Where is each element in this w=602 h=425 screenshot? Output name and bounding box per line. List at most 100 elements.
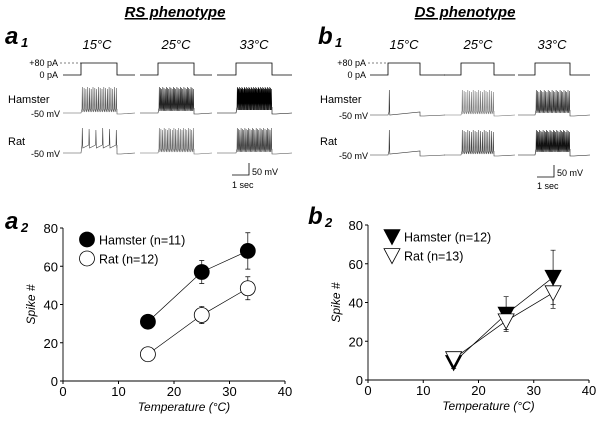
scale-bar: [537, 165, 555, 178]
rs-phenotype-title: RS phenotype: [125, 4, 226, 21]
scale-voltage: 50 mV: [557, 168, 583, 178]
voltage-trace-rat-0: [63, 127, 136, 155]
x-tick-label: 30: [527, 383, 541, 398]
voltage-trace-rat-1: [140, 127, 213, 155]
temp-label-25: 25°C: [160, 37, 191, 52]
x-tick-label: 0: [59, 384, 66, 399]
x-tick-label: 20: [471, 383, 485, 398]
data-point-1: [140, 346, 156, 363]
data-point-0: [239, 243, 256, 259]
row-label-hamster: Hamster: [8, 94, 50, 106]
vm-label-hamster: -50 mV: [339, 111, 368, 121]
panel-label-a2: a: [5, 208, 18, 235]
temp-label-25: 25°C: [462, 37, 493, 52]
x-axis-label: Temperature (°C): [138, 400, 230, 414]
temp-label-15: 15°C: [389, 37, 419, 52]
row-label-hamster: Hamster: [320, 94, 362, 106]
voltage-trace-hamster-2: [217, 86, 293, 115]
data-point-0: [140, 313, 156, 330]
y-tick-label: 80: [44, 221, 58, 236]
current-label-0pa: 0 pA: [347, 70, 366, 80]
row-label-rat: Rat: [320, 136, 337, 148]
vm-label-hamster: -50 mV: [31, 109, 60, 119]
x-tick-label: 40: [278, 384, 292, 399]
traces-b1: [368, 62, 591, 157]
voltage-trace-hamster-1: [140, 86, 213, 115]
y-tick-label: 60: [349, 257, 363, 272]
panel-sublabel-a2: 2: [20, 220, 29, 235]
ds-phenotype-title: DS phenotype: [415, 4, 516, 21]
x-tick-label: 0: [364, 383, 371, 398]
vm-label-rat: -50 mV: [339, 151, 368, 161]
scale-time: 1 sec: [537, 181, 559, 191]
y-tick-label: 60: [44, 259, 58, 274]
scale-time: 1 sec: [232, 180, 254, 190]
current-step-0: [63, 62, 135, 76]
current-step-1: [140, 62, 212, 76]
current-label-0pa: 0 pA: [39, 70, 58, 80]
legend-label-0: Hamster (n=11): [99, 233, 185, 247]
voltage-trace-rat-1: [444, 129, 516, 157]
temp-label-33: 33°C: [239, 37, 269, 52]
legend-marker-0: [79, 231, 95, 248]
y-axis-label: Spike #: [24, 284, 38, 324]
y-tick-label: 80: [349, 218, 363, 233]
current-label-80pa: +80 pA: [29, 58, 58, 68]
current-step-2: [518, 62, 590, 76]
panel-b1: DS phenotype b 1 15°C 25°C 33°C +80 pA 0…: [318, 4, 591, 191]
legend-label-0: Hamster (n=12): [404, 231, 491, 245]
legend-label-1: Rat (n=12): [99, 252, 158, 266]
panel-label-b1: b: [318, 23, 333, 50]
y-tick-label: 40: [44, 298, 58, 313]
legend-marker-1: [383, 248, 401, 265]
legend-label-1: Rat (n=13): [404, 250, 463, 264]
axes: [367, 225, 589, 381]
voltage-trace-rat-0: [370, 129, 446, 157]
panel-sublabel-b1: 1: [335, 35, 342, 50]
y-tick-label: 0: [356, 373, 363, 388]
chart-b2: 0 10 20 30 40 0 20 40 60 80 Temperature (°C) Spike …: [329, 218, 596, 413]
y-tick-label: 20: [44, 336, 58, 351]
y-tick-label: 20: [349, 334, 363, 349]
voltage-trace-rat-2: [217, 127, 293, 155]
scale-bar: [232, 163, 250, 176]
x-tick-label: 20: [167, 384, 181, 399]
data-point-1: [444, 351, 463, 368]
x-tick-label: 10: [416, 383, 430, 398]
traces-a1: [60, 62, 293, 155]
legend-marker-0: [383, 229, 401, 246]
voltage-trace-hamster-1: [444, 89, 516, 117]
temp-label-33: 33°C: [537, 37, 567, 52]
data-point-0: [193, 264, 210, 280]
panel-sublabel-a1: 1: [21, 35, 28, 50]
current-step-2: [217, 62, 292, 76]
data-point-1: [544, 285, 562, 302]
legend-marker-1: [79, 250, 95, 267]
panel-label-b2: b: [308, 203, 323, 230]
vm-label-rat: -50 mV: [31, 149, 60, 159]
current-label-80pa: +80 pA: [337, 58, 366, 68]
voltage-trace-hamster-0: [370, 89, 446, 117]
row-label-rat: Rat: [8, 136, 25, 148]
y-axis-label: Spike #: [329, 282, 343, 322]
y-tick-label: 0: [51, 374, 58, 389]
current-step-1: [444, 62, 515, 76]
data-point-1: [497, 313, 515, 330]
x-axis-label: Temperature (°C): [442, 399, 534, 413]
data-point-1: [239, 280, 256, 297]
x-tick-label: 30: [222, 384, 236, 399]
panel-label-a1: a: [5, 23, 18, 50]
current-step-0: [370, 62, 445, 76]
voltage-trace-hamster-0: [63, 86, 136, 115]
voltage-trace-hamster-2: [518, 89, 591, 117]
panel-sublabel-b2: 2: [324, 215, 333, 230]
panel-a1: RS phenotype a 1 15°C 25°C 33°C +80 pA 0…: [5, 4, 293, 190]
scale-voltage: 50 mV: [252, 167, 278, 177]
chart-a2: 0 10 20 30 40 0 20 40 60 80 Temperature (°C) Spike …: [24, 221, 292, 414]
data-point-1: [193, 307, 210, 323]
temp-label-15: 15°C: [82, 37, 112, 52]
x-tick-label: 40: [582, 383, 596, 398]
voltage-trace-rat-2: [518, 129, 591, 157]
y-tick-label: 40: [349, 296, 363, 311]
